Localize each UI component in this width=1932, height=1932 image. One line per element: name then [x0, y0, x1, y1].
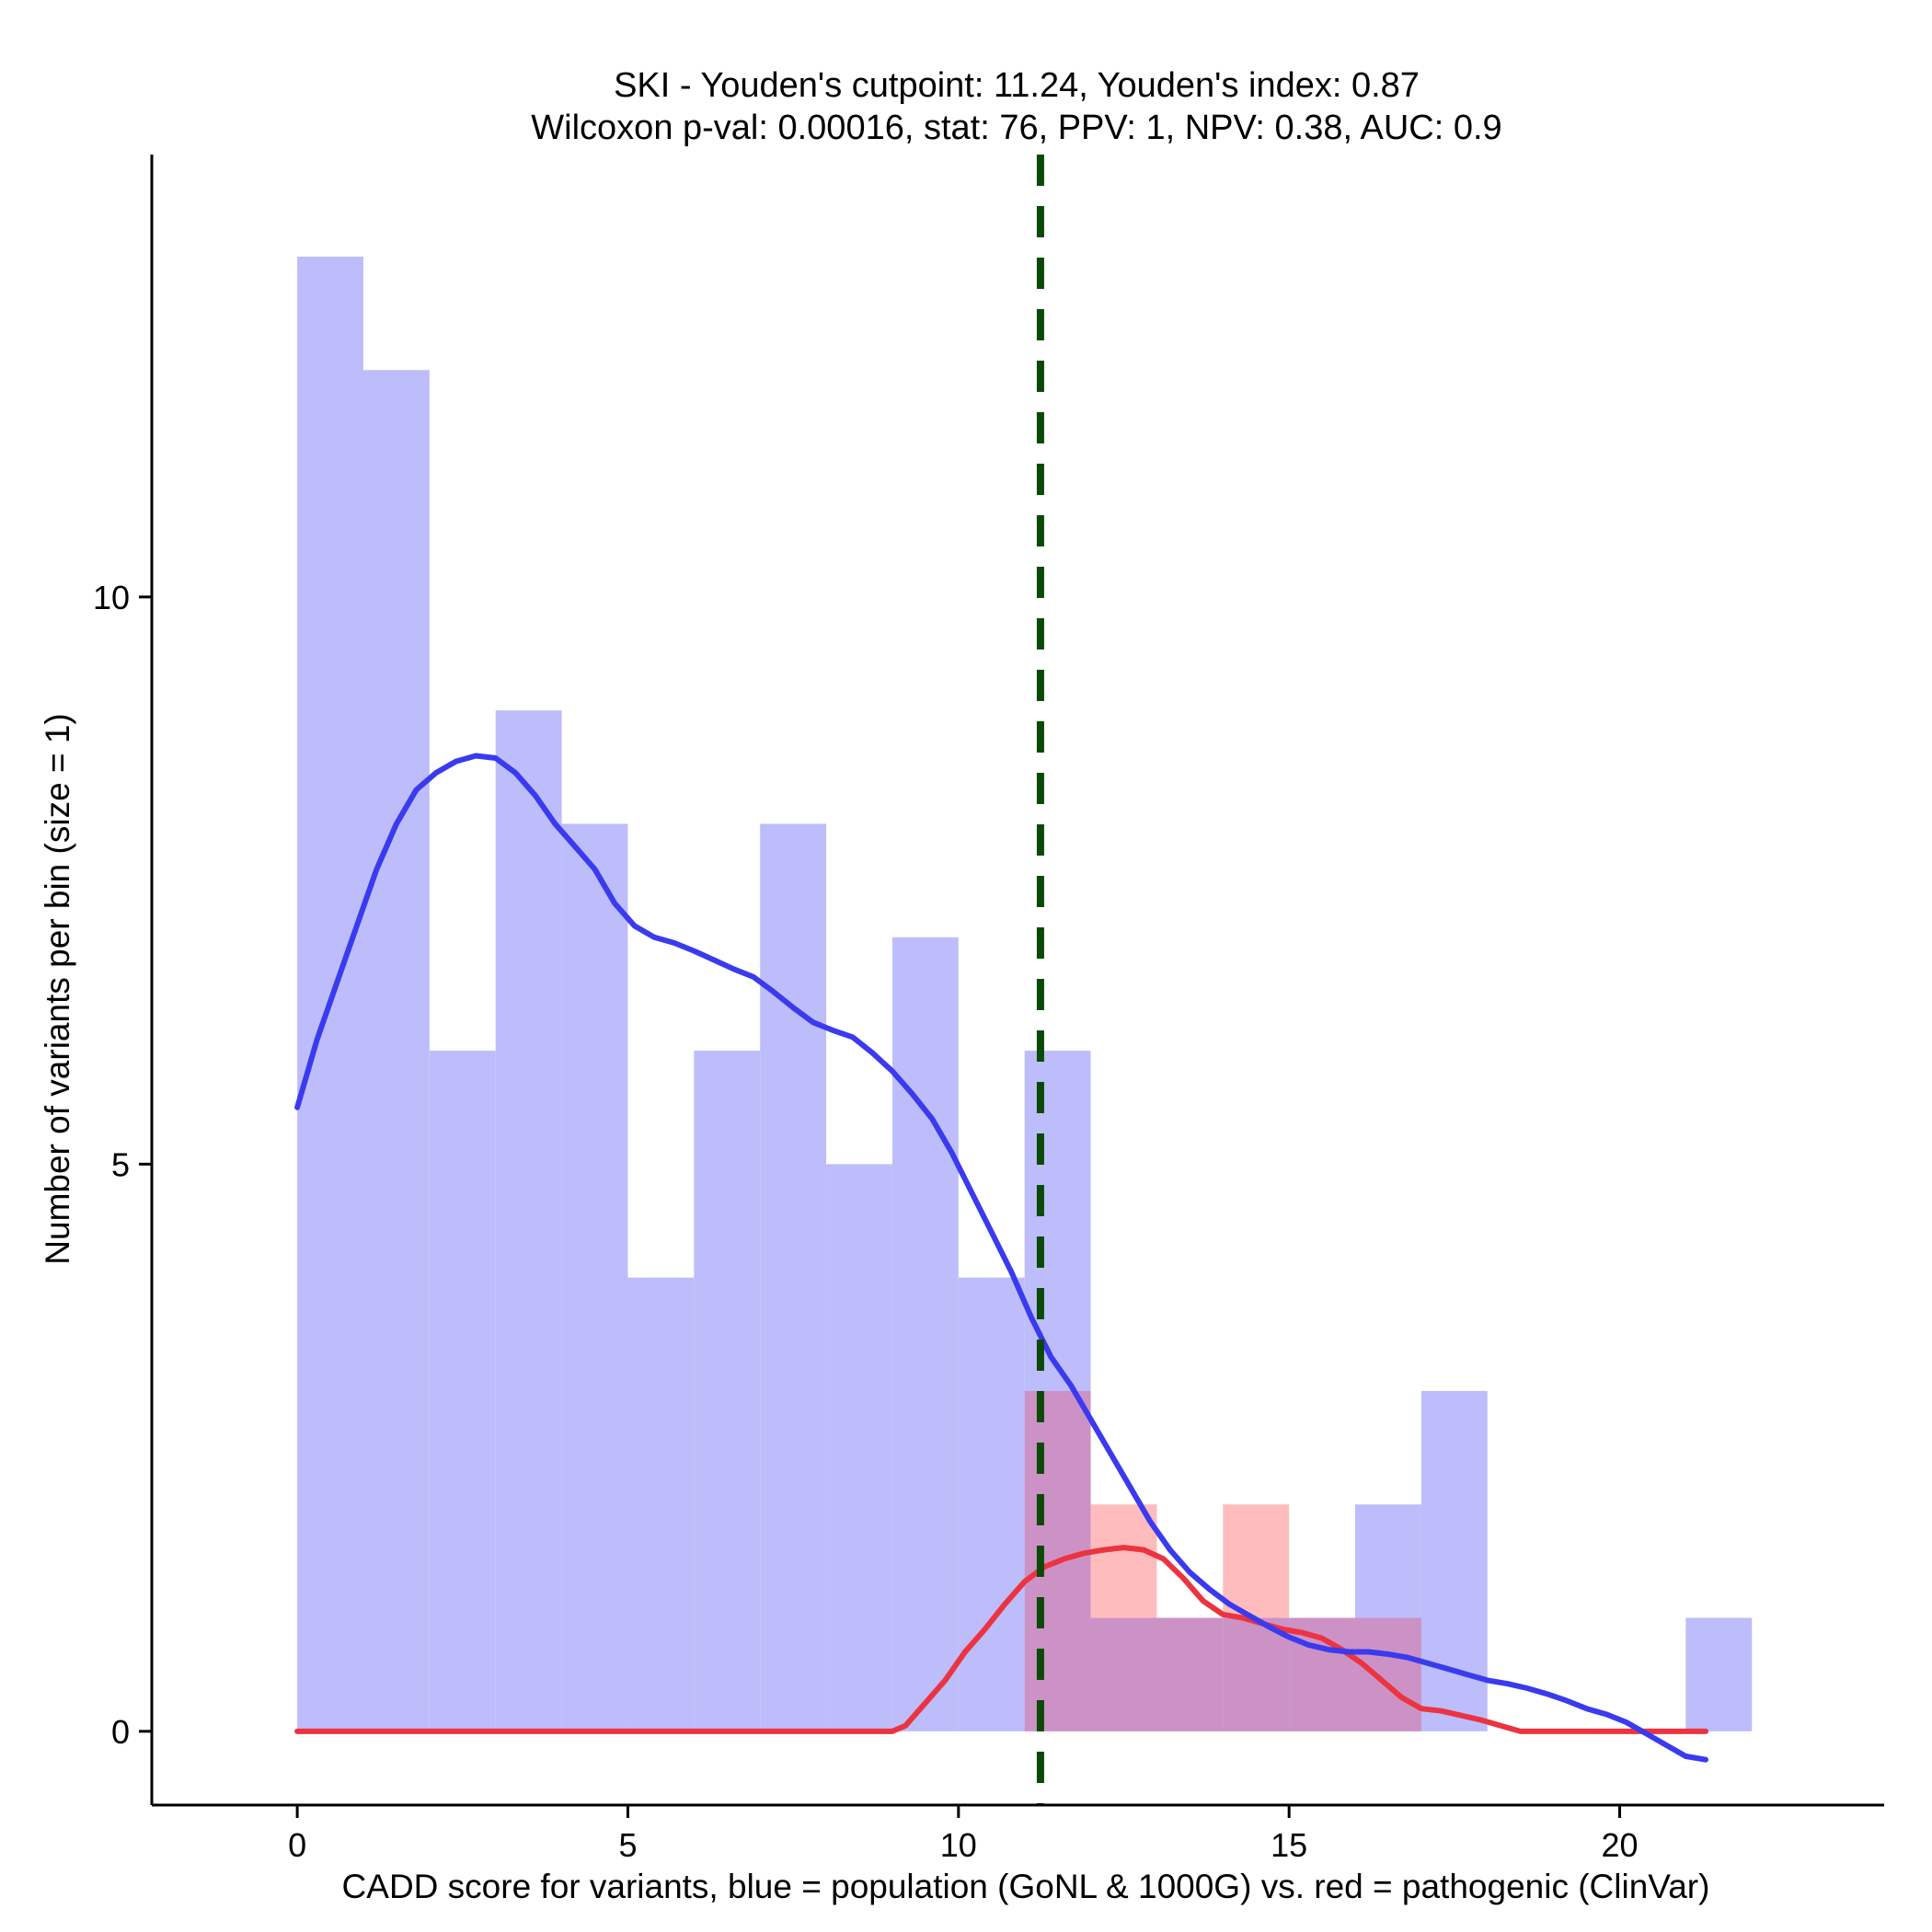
population-bar	[561, 823, 628, 1731]
population-bar	[694, 1051, 761, 1731]
population-bar	[1685, 1617, 1753, 1731]
population-bar	[760, 823, 827, 1731]
overlap-bar	[1289, 1617, 1356, 1731]
population-bar	[891, 937, 959, 1731]
y-tick-label: 0	[111, 1713, 130, 1751]
overlap-bar	[1090, 1617, 1157, 1731]
axes-layer: 0 5 10 15 20 0 5 10	[93, 155, 1884, 1864]
population-density-line	[294, 753, 1708, 1763]
overlap-bar	[1223, 1617, 1290, 1731]
y-tick-label: 10	[93, 579, 130, 616]
population-bar	[429, 1051, 496, 1731]
bars-layer	[297, 256, 1753, 1731]
pathogenic-bar	[1090, 1504, 1157, 1618]
population-bar	[627, 1277, 695, 1731]
overlap-bar	[1156, 1617, 1224, 1731]
chart-title-line-1: SKI - Youden's cutpoint: 11.24, Youden's…	[614, 66, 1420, 105]
population-bar	[958, 1277, 1025, 1731]
pathogenic-density-line	[294, 1545, 1708, 1734]
population-bar	[362, 370, 430, 1731]
population-bar	[495, 710, 562, 1731]
overlap-bar	[1355, 1617, 1421, 1731]
pathogenic-bar	[1223, 1504, 1290, 1618]
y-tick-label: 5	[111, 1145, 130, 1183]
x-tick-label: 0	[288, 1826, 306, 1864]
curves-layer	[294, 753, 1708, 1763]
x-tick-label: 15	[1271, 1826, 1307, 1864]
x-tick-label: 10	[940, 1826, 977, 1864]
x-tick-label: 5	[618, 1826, 637, 1864]
x-axis-label: CADD score for variants, blue = populati…	[342, 1868, 1710, 1905]
chart-title-line-2: Wilcoxon p-val: 0.00016, stat: 76, PPV: …	[531, 109, 1501, 147]
y-axis-label: Number of variants per bin (size = 1)	[39, 713, 76, 1264]
population-bar	[826, 1164, 892, 1731]
x-tick-label: 20	[1601, 1826, 1638, 1864]
